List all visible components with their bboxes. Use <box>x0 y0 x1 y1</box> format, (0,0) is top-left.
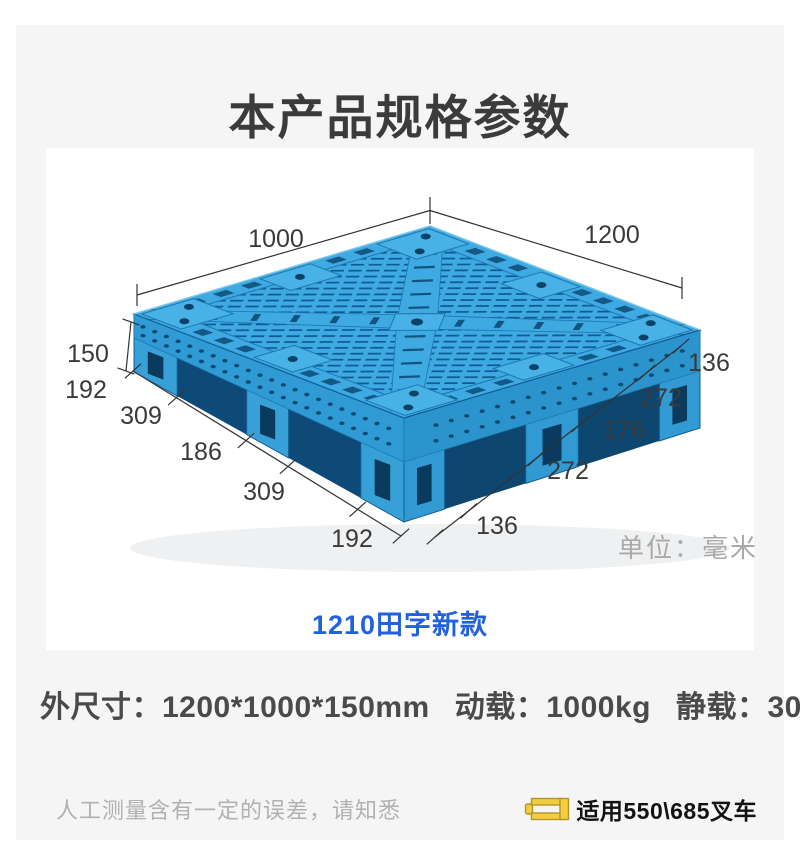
page-title: 本产品规格参数 <box>228 91 572 145</box>
unit-note: 单位：毫米 <box>618 533 758 563</box>
dim-label-height: 150 <box>67 340 109 368</box>
dim-label-left-seg-2: 186 <box>180 438 222 466</box>
dim-label-left-seg-4: 192 <box>331 525 373 553</box>
dim-label-left-seg-1: 309 <box>120 402 162 430</box>
dim-label-left-seg-0: 192 <box>65 376 107 404</box>
pallet-illustration <box>130 225 730 572</box>
model-name: 1210田字新款 <box>311 610 489 640</box>
dim-label-top-right: 1200 <box>584 221 640 249</box>
measurement-disclaimer: 人工测量含有一定的误差，请知悉 <box>56 798 402 823</box>
spec-dynamic-load: 动载：1000kg <box>454 691 651 724</box>
spec-outer-size: 外尺寸：1200*1000*150mm <box>40 691 430 724</box>
dim-label-right-seg-4: 136 <box>688 349 730 377</box>
footer: 人工测量含有一定的误差，请知悉 适用550\685叉车 <box>56 792 757 826</box>
forklift-fork-icon <box>525 797 570 821</box>
dim-label-right-seg-2: 176 <box>603 416 645 444</box>
spec-static-load: 静载：3000kg <box>675 691 800 724</box>
dim-label-top-left: 1000 <box>248 225 304 253</box>
forklift-note: 适用550\685叉车 <box>524 792 757 826</box>
dim-label-left-seg-3: 309 <box>243 478 285 506</box>
dim-label-right-seg-3: 272 <box>640 384 682 412</box>
dim-label-right-seg-0: 136 <box>476 512 518 540</box>
dimension-labels: 1000 1200 150 192 309 186 309 192 136 27… <box>65 221 758 563</box>
dim-label-right-seg-1: 272 <box>547 457 589 485</box>
forklift-note-label: 适用550\685叉车 <box>576 798 757 824</box>
dimension-lines <box>117 197 690 545</box>
spec-row: 外尺寸：1200*1000*150mm 动载：1000kg 静载：3000kg <box>40 682 800 726</box>
